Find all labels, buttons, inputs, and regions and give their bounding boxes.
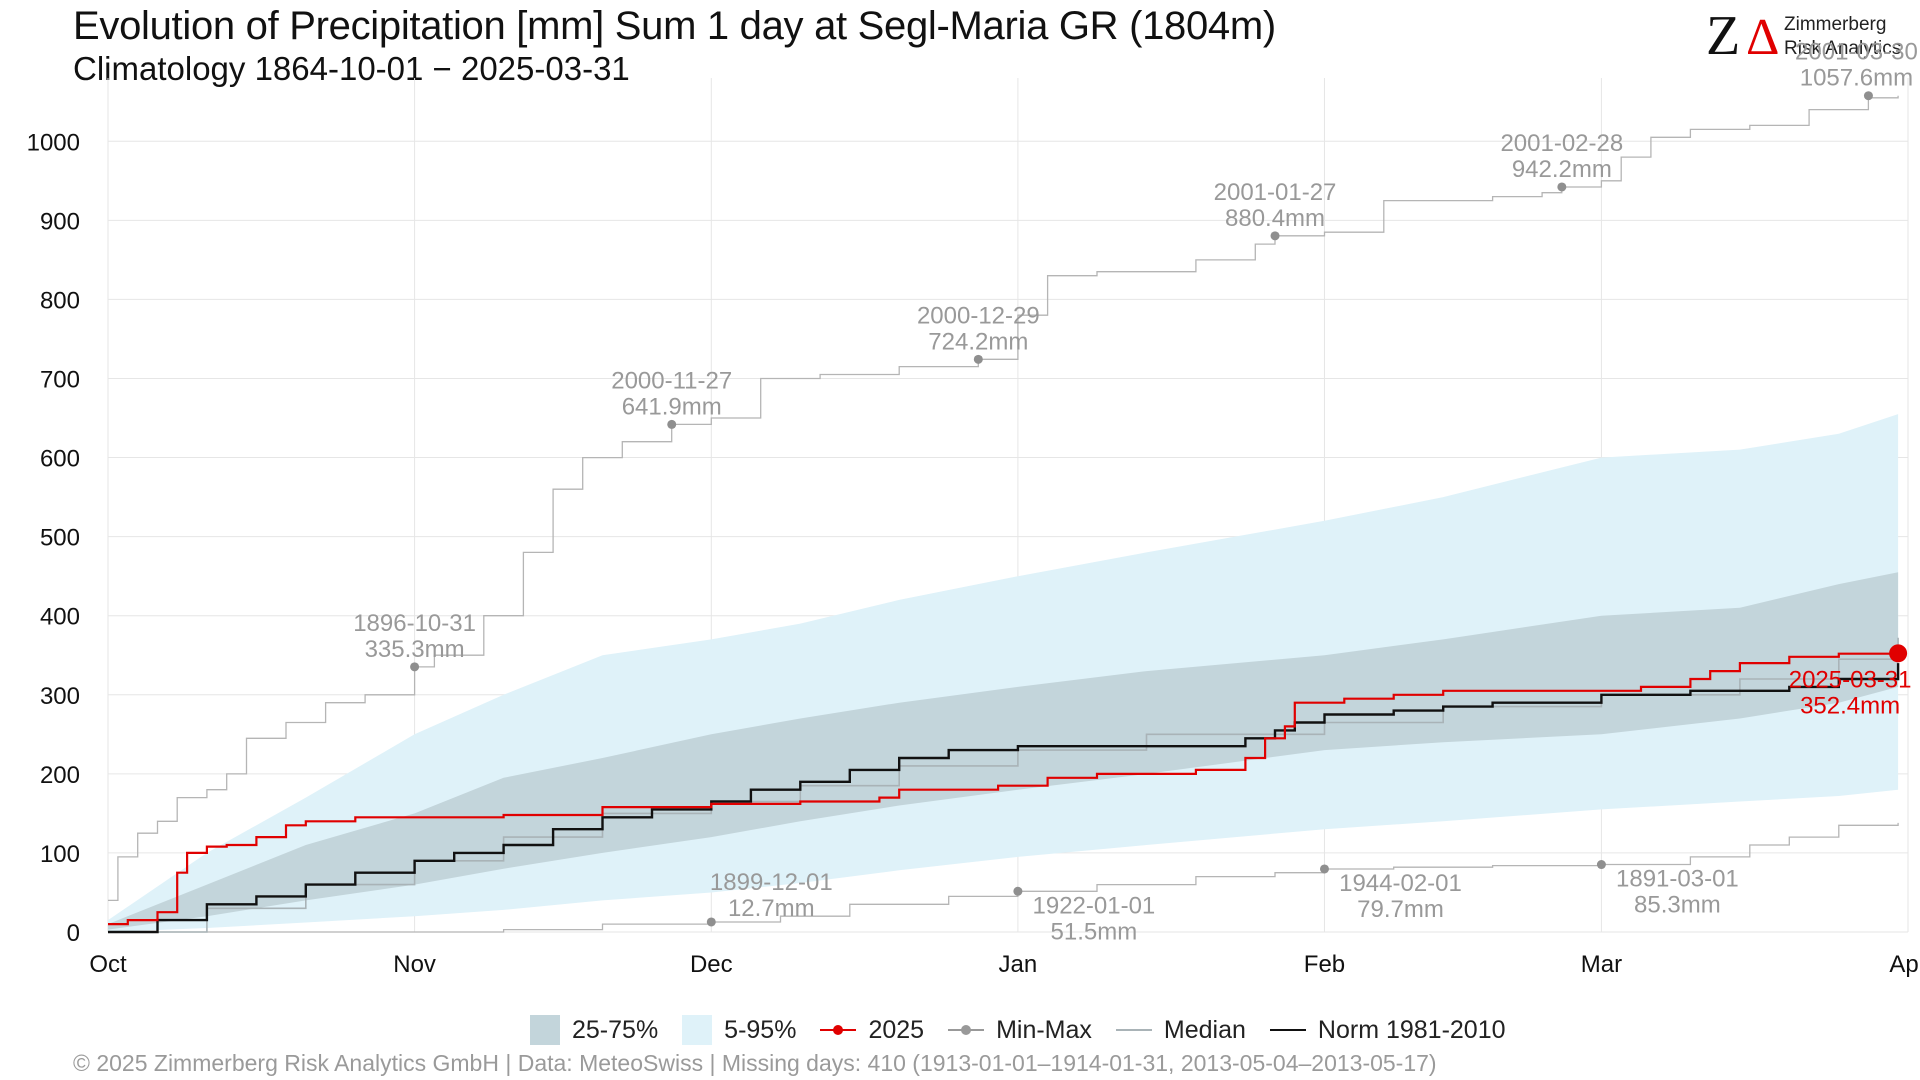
logo-delta-mark: Δ bbox=[1746, 9, 1780, 66]
markers bbox=[410, 91, 1908, 927]
legend-label-norm: Norm 1981-2010 bbox=[1317, 1015, 1506, 1044]
chart-legend: 25-75% 5-95% 2025 Min-Max Median Norm 19… bbox=[530, 1012, 1530, 1048]
annotation-value: 352.4mm bbox=[1800, 692, 1900, 719]
marker-max-2000-11-27 bbox=[667, 419, 677, 429]
legend-item-min-max: Min-Max bbox=[948, 1016, 1092, 1045]
y-tick-label: 200 bbox=[40, 762, 80, 789]
company-logo: Z Δ Zimmerberg Risk Analytics bbox=[1706, 5, 1906, 67]
annotation-value: 724.2mm bbox=[928, 328, 1028, 355]
legend-label-2025: 2025 bbox=[868, 1015, 925, 1044]
y-tick-label: 300 bbox=[40, 683, 80, 710]
y-tick-label: 0 bbox=[67, 920, 80, 947]
annotation-value: 85.3mm bbox=[1634, 892, 1721, 919]
y-tick-label: 100 bbox=[40, 841, 80, 868]
marker-max-2001-01-27 bbox=[1270, 231, 1280, 241]
annotation-value: 880.4mm bbox=[1225, 205, 1325, 232]
x-tick-label-feb: Feb bbox=[1304, 951, 1345, 978]
marker-min-1944-02-01 bbox=[1319, 864, 1329, 874]
legend-label-5-95: 5-95% bbox=[724, 1015, 797, 1044]
legend-label-25-75: 25-75% bbox=[572, 1015, 659, 1044]
x-tick-label-nov: Nov bbox=[393, 951, 436, 978]
annotation-date: 1891-03-01 bbox=[1616, 866, 1739, 893]
series-line-norm-1981-2010 bbox=[108, 663, 1900, 934]
y-tick-label: 700 bbox=[40, 366, 80, 393]
logo-name-line1: Zimmerberg bbox=[1784, 14, 1887, 35]
x-tick-label-dec: Dec bbox=[690, 951, 733, 978]
annotation-date: 2025-03-31 bbox=[1789, 666, 1912, 693]
percentile-bands bbox=[108, 414, 1899, 933]
legend-swatch-5-95 bbox=[682, 1015, 713, 1045]
legend-label-median: Median bbox=[1163, 1015, 1246, 1044]
legend-label-min-max: Min-Max bbox=[996, 1015, 1092, 1044]
marker-min-1891-03-01 bbox=[1596, 860, 1606, 870]
legend-swatch-25-75 bbox=[530, 1015, 560, 1045]
marker-min-1922-01-01 bbox=[1013, 886, 1023, 896]
annotation-value: 12.7mm bbox=[728, 895, 815, 922]
legend-line-2025 bbox=[820, 1022, 857, 1038]
marker-max-2001-03-30 bbox=[1863, 91, 1873, 101]
annotation-date: 2001-01-27 bbox=[1214, 179, 1337, 206]
logo-z-mark: Z bbox=[1706, 5, 1741, 67]
legend-line-norm bbox=[1269, 1022, 1306, 1038]
annotation-date: 1899-12-01 bbox=[710, 869, 833, 896]
axes: 0 100 200 300 400 500 600 700 800 900 1000 Oct Nov De… bbox=[27, 129, 1920, 978]
y-tick-label: 900 bbox=[40, 208, 80, 235]
marker-min-1899-12-01 bbox=[706, 917, 716, 927]
series-lines bbox=[108, 95, 1900, 934]
chart-title: Evolution of Precipitation [mm] Sum 1 da… bbox=[73, 4, 1276, 48]
footer-credits: © 2025 Zimmerberg Risk Analytics GmbH | … bbox=[73, 1050, 1437, 1076]
annotation-date: 1896-10-31 bbox=[353, 610, 476, 637]
x-tick-label-mar: Mar bbox=[1581, 951, 1622, 978]
annotation-value: 942.2mm bbox=[1512, 156, 1612, 183]
annotation-date: 2000-12-29 bbox=[917, 302, 1040, 329]
legend-item-norm: Norm 1981-2010 bbox=[1269, 1015, 1506, 1045]
y-tick-label: 1000 bbox=[27, 129, 80, 156]
legend-line-median bbox=[1115, 1022, 1152, 1038]
annotation-value: 79.7mm bbox=[1357, 896, 1444, 923]
y-tick-label: 400 bbox=[40, 604, 80, 631]
y-tick-label: 800 bbox=[40, 287, 80, 314]
marker-max-2000-12-29 bbox=[973, 354, 983, 364]
series-line-min bbox=[108, 822, 1899, 933]
annotation-value: 641.9mm bbox=[622, 393, 722, 420]
annotation-value: 335.3mm bbox=[365, 636, 465, 663]
chart-subtitle: Climatology 1864-10-01 − 2025-03-31 bbox=[73, 50, 630, 87]
annotation-date: 1922-01-01 bbox=[1033, 892, 1156, 919]
legend-line-min-max bbox=[948, 1022, 985, 1038]
marker-max-2001-02-28 bbox=[1557, 182, 1567, 192]
annotation-date: 2000-11-27 bbox=[611, 367, 732, 394]
series-line-2025 bbox=[108, 652, 1900, 926]
x-tick-label-oct: Oct bbox=[89, 951, 127, 978]
logo-name-line2: Risk Analytics bbox=[1784, 38, 1902, 59]
annotation-value: 51.5mm bbox=[1051, 918, 1138, 945]
y-tick-label: 600 bbox=[40, 446, 80, 473]
x-tick-label-apr: Apr bbox=[1889, 951, 1920, 978]
annotation-date: 2001-02-28 bbox=[1500, 130, 1623, 157]
annotation-value: 1057.6mm bbox=[1800, 65, 1913, 92]
legend-item-median: Median bbox=[1115, 1015, 1246, 1045]
marker-max-1896-10-31 bbox=[410, 662, 420, 672]
annotation-date: 2001-03-30 bbox=[1795, 39, 1918, 66]
legend-item-5-95: 5-95% bbox=[682, 1015, 796, 1045]
legend-item-25-75: 25-75% bbox=[530, 1015, 658, 1045]
annotation-date: 1944-02-01 bbox=[1339, 870, 1462, 897]
legend-item-2025: 2025 bbox=[820, 1016, 924, 1045]
marker-2025-2025-03-31 bbox=[1889, 644, 1908, 663]
series-line-max bbox=[108, 95, 1899, 902]
x-tick-label-jan: Jan bbox=[999, 951, 1038, 978]
y-tick-label: 500 bbox=[40, 525, 80, 552]
